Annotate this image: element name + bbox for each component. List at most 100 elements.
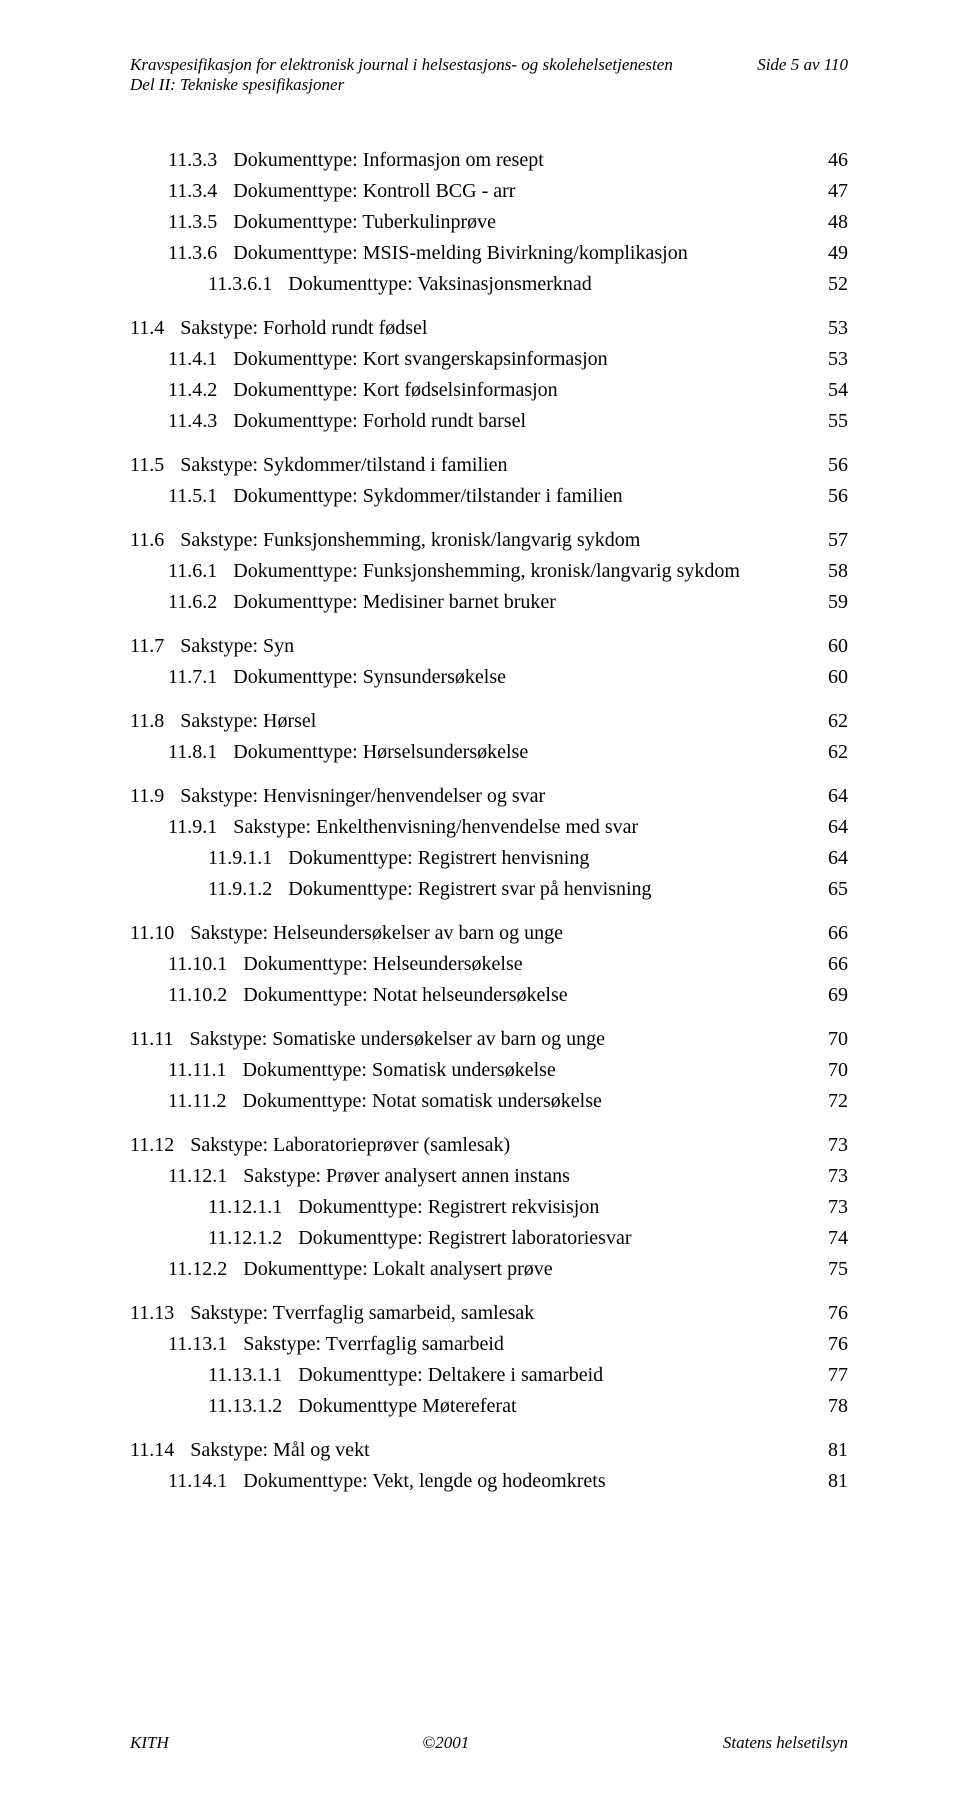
toc-entry-number: 11.7.1 — [168, 662, 233, 693]
toc-entry-page: 57 — [828, 525, 848, 556]
toc-group: 11.14Sakstype: Mål og vekt8111.14.1Dokum… — [130, 1435, 848, 1497]
toc-entry-number: 11.12.1.2 — [208, 1223, 298, 1254]
toc-entry: 11.13.1.2Dokumenttype Møtereferat 78 — [130, 1391, 848, 1422]
toc-entry: 11.3.5Dokumenttype: Tuberkulinprøve48 — [130, 207, 848, 238]
toc-entry-page: 73 — [828, 1161, 848, 1192]
toc-entry-page: 69 — [828, 980, 848, 1011]
toc-entry: 11.6.2Dokumenttype: Medisiner barnet bru… — [130, 587, 848, 618]
toc-entry-title: Dokumenttype: Hørselsundersøkelse — [233, 737, 528, 768]
toc-entry-number: 11.9.1.1 — [208, 843, 288, 874]
toc-entry-title: Dokumenttype: Registrert rekvisisjon — [298, 1192, 599, 1223]
toc-entry: 11.4.3Dokumenttype: Forhold rundt barsel… — [130, 406, 848, 437]
toc-entry: 11.3.6Dokumenttype: MSIS-melding Bivirkn… — [130, 238, 848, 269]
toc-entry-page: 72 — [828, 1086, 848, 1117]
toc-entry: 11.11.1Dokumenttype: Somatisk undersøkel… — [130, 1055, 848, 1086]
toc-entry-title: Dokumenttype: Kort fødselsinformasjon — [233, 375, 557, 406]
toc-entry-title: Dokumenttype: Kontroll BCG - arr — [233, 176, 515, 207]
toc-entry-title: Sakstype: Henvisninger/henvendelser og s… — [180, 781, 545, 812]
toc-entry-page: 62 — [828, 737, 848, 768]
toc-entry-page: 47 — [828, 176, 848, 207]
toc-entry-title: Sakstype: Prøver analysert annen instans — [243, 1161, 570, 1192]
toc-entry-title: Dokumenttype: Somatisk undersøkelse — [243, 1055, 556, 1086]
toc-entry-page: 75 — [828, 1254, 848, 1285]
toc-group: 11.10Sakstype: Helseundersøkelser av bar… — [130, 918, 848, 1011]
toc-entry-page: 56 — [828, 481, 848, 512]
toc-entry-title: Dokumenttype Møtereferat — [298, 1391, 516, 1422]
toc-entry-number: 11.12.1.1 — [208, 1192, 298, 1223]
toc-entry-title: Dokumenttype: Tuberkulinprøve — [233, 207, 496, 238]
toc-entry-page: 46 — [828, 145, 848, 176]
toc-group: 11.3.3Dokumenttype: Informasjon om resep… — [130, 145, 848, 300]
toc-entry-page: 56 — [828, 450, 848, 481]
toc-entry-page: 66 — [828, 949, 848, 980]
toc-entry-number: 11.5.1 — [168, 481, 233, 512]
toc-entry-number: 11.3.5 — [168, 207, 233, 238]
toc-entry: 11.12.2Dokumenttype: Lokalt analysert pr… — [130, 1254, 848, 1285]
toc-entry: 11.9Sakstype: Henvisninger/henvendelser … — [130, 781, 848, 812]
toc-entry-number: 11.9.1 — [168, 812, 233, 843]
toc-entry-number: 11.11.1 — [168, 1055, 243, 1086]
toc-entry-title: Dokumenttype: Registrert svar på henvisn… — [288, 874, 651, 905]
toc-entry-title: Dokumenttype: Vekt, lengde og hodeomkret… — [243, 1466, 605, 1497]
toc-entry-number: 11.8 — [130, 706, 180, 737]
toc-entry-number: 11.10.2 — [168, 980, 243, 1011]
toc-entry-page: 65 — [828, 874, 848, 905]
toc-entry-title: Sakstype: Laboratorieprøver (samlesak) — [190, 1130, 510, 1161]
toc-entry-number: 11.13.1.1 — [208, 1360, 298, 1391]
toc-entry-page: 52 — [828, 269, 848, 300]
toc-entry-title: Sakstype: Forhold rundt fødsel — [180, 313, 427, 344]
toc-entry: 11.4.1Dokumenttype: Kort svangerskapsinf… — [130, 344, 848, 375]
toc-entry-number: 11.3.6 — [168, 238, 233, 269]
footer-left: KITH — [130, 1733, 169, 1753]
toc-entry-page: 60 — [828, 631, 848, 662]
toc-group: 11.13Sakstype: Tverrfaglig samarbeid, sa… — [130, 1298, 848, 1422]
toc-entry-page: 77 — [828, 1360, 848, 1391]
toc-entry-number: 11.6.1 — [168, 556, 233, 587]
toc-entry: 11.7.1Dokumenttype: Synsundersøkelse60 — [130, 662, 848, 693]
toc-entry-title: Dokumenttype: Medisiner barnet bruker — [233, 587, 556, 618]
toc-entry-page: 76 — [828, 1298, 848, 1329]
toc-entry-title: Dokumenttype: Notat helseundersøkelse — [243, 980, 567, 1011]
toc-entry: 11.12.1.2Dokumenttype: Registrert labora… — [130, 1223, 848, 1254]
toc-entry-page: 73 — [828, 1192, 848, 1223]
toc-entry-page: 64 — [828, 781, 848, 812]
toc-entry-number: 11.10 — [130, 918, 190, 949]
toc-entry-page: 70 — [828, 1024, 848, 1055]
toc-entry-page: 64 — [828, 843, 848, 874]
toc-entry-page: 62 — [828, 706, 848, 737]
toc-entry-page: 81 — [828, 1466, 848, 1497]
toc-entry: 11.9.1.2Dokumenttype: Registrert svar på… — [130, 874, 848, 905]
toc-entry-number: 11.3.4 — [168, 176, 233, 207]
toc-entry-number: 11.12.1 — [168, 1161, 243, 1192]
toc-entry-number: 11.13 — [130, 1298, 190, 1329]
toc-entry-number: 11.3.3 — [168, 145, 233, 176]
toc-entry-title: Dokumenttype: Funksjonshemming, kronisk/… — [233, 556, 740, 587]
toc-entry-title: Sakstype: Sykdommer/tilstand i familien — [180, 450, 507, 481]
toc-entry-number: 11.4.3 — [168, 406, 233, 437]
toc-entry-number: 11.13.1.2 — [208, 1391, 298, 1422]
toc-entry-title: Dokumenttype: MSIS-melding Bivirkning/ko… — [233, 238, 687, 269]
page-footer: KITH ©2001 Statens helsetilsyn — [130, 1733, 848, 1753]
toc-entry-number: 11.4.2 — [168, 375, 233, 406]
toc-group: 11.6Sakstype: Funksjonshemming, kronisk/… — [130, 525, 848, 618]
toc-entry-title: Dokumenttype: Lokalt analysert prøve — [243, 1254, 552, 1285]
footer-right: Statens helsetilsyn — [723, 1733, 848, 1753]
toc-entry-page: 81 — [828, 1435, 848, 1466]
toc-entry: 11.4.2Dokumenttype: Kort fødselsinformas… — [130, 375, 848, 406]
toc-entry: 11.10Sakstype: Helseundersøkelser av bar… — [130, 918, 848, 949]
toc-entry-page: 58 — [828, 556, 848, 587]
toc-entry: 11.9.1Sakstype: Enkelthenvisning/henvend… — [130, 812, 848, 843]
toc-entry: 11.8.1Dokumenttype: Hørselsundersøkelse6… — [130, 737, 848, 768]
toc-entry: 11.10.1Dokumenttype: Helseundersøkelse66 — [130, 949, 848, 980]
toc-entry-page: 78 — [828, 1391, 848, 1422]
toc-entry-number: 11.14 — [130, 1435, 190, 1466]
toc-entry: 11.10.2Dokumenttype: Notat helseundersøk… — [130, 980, 848, 1011]
toc-entry: 11.3.4Dokumenttype: Kontroll BCG - arr 47 — [130, 176, 848, 207]
toc-entry-number: 11.12 — [130, 1130, 190, 1161]
header-page-info: Side 5 av 110 — [757, 55, 848, 95]
toc-group: 11.8Sakstype: Hørsel6211.8.1Dokumenttype… — [130, 706, 848, 768]
toc-entry-number: 11.14.1 — [168, 1466, 243, 1497]
toc-entry: 11.5.1Dokumenttype: Sykdommer/tilstander… — [130, 481, 848, 512]
toc-entry-title: Dokumenttype: Notat somatisk undersøkels… — [243, 1086, 602, 1117]
toc-entry: 11.3.6.1Dokumenttype: Vaksinasjonsmerkna… — [130, 269, 848, 300]
